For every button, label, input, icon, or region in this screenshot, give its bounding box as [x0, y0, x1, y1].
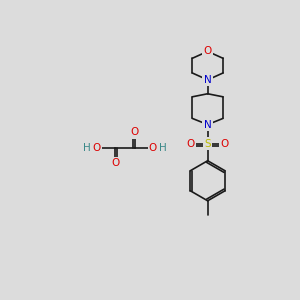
Text: O: O — [111, 158, 119, 168]
Text: S: S — [204, 139, 211, 149]
Text: O: O — [220, 139, 229, 149]
Text: H: H — [159, 143, 167, 153]
Text: O: O — [149, 143, 157, 153]
Text: O: O — [187, 139, 195, 149]
Text: O: O — [203, 46, 212, 56]
Text: H: H — [83, 143, 91, 153]
Text: O: O — [130, 127, 139, 137]
Text: N: N — [204, 119, 212, 130]
Text: O: O — [93, 143, 101, 153]
Text: N: N — [204, 75, 212, 85]
